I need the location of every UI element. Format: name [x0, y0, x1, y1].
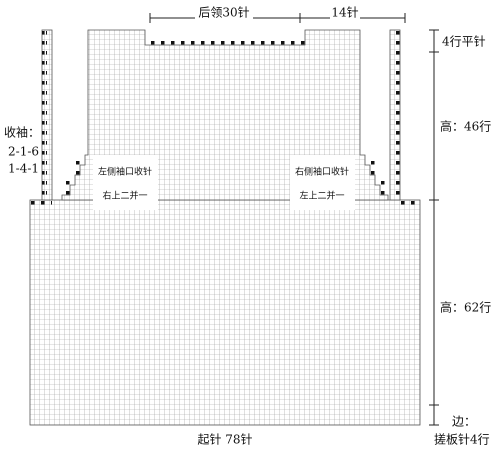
box-title: 右侧袖口收针: [295, 166, 349, 178]
edge-label: 边：: [452, 415, 476, 429]
box-method: 左上二并一: [299, 190, 344, 202]
label-box: [290, 155, 355, 210]
decrease-stitches: [30, 30, 420, 205]
edge-rows: 搓板针4行: [434, 432, 490, 447]
dimension-lines: [149, 13, 439, 426]
cast-on-label: 起针 78针: [197, 432, 252, 447]
upper-height: 高：46行: [440, 119, 491, 134]
sleeve-rule: 2-1-6: [8, 145, 39, 159]
sleeve-rule: 1-4-1: [8, 162, 39, 176]
lower-height: 高：62行: [440, 300, 491, 315]
grid: [29, 29, 421, 426]
shoulder-label: 14针: [331, 5, 358, 20]
neck-label: 后领30针: [198, 5, 249, 20]
box-title: 左侧袖口收针: [98, 166, 152, 178]
flat-label: 4行平针: [442, 34, 486, 49]
sleeve-title: 收袖：: [4, 125, 40, 140]
box-method: 右上二并一: [102, 190, 147, 202]
label-box: [93, 155, 158, 210]
